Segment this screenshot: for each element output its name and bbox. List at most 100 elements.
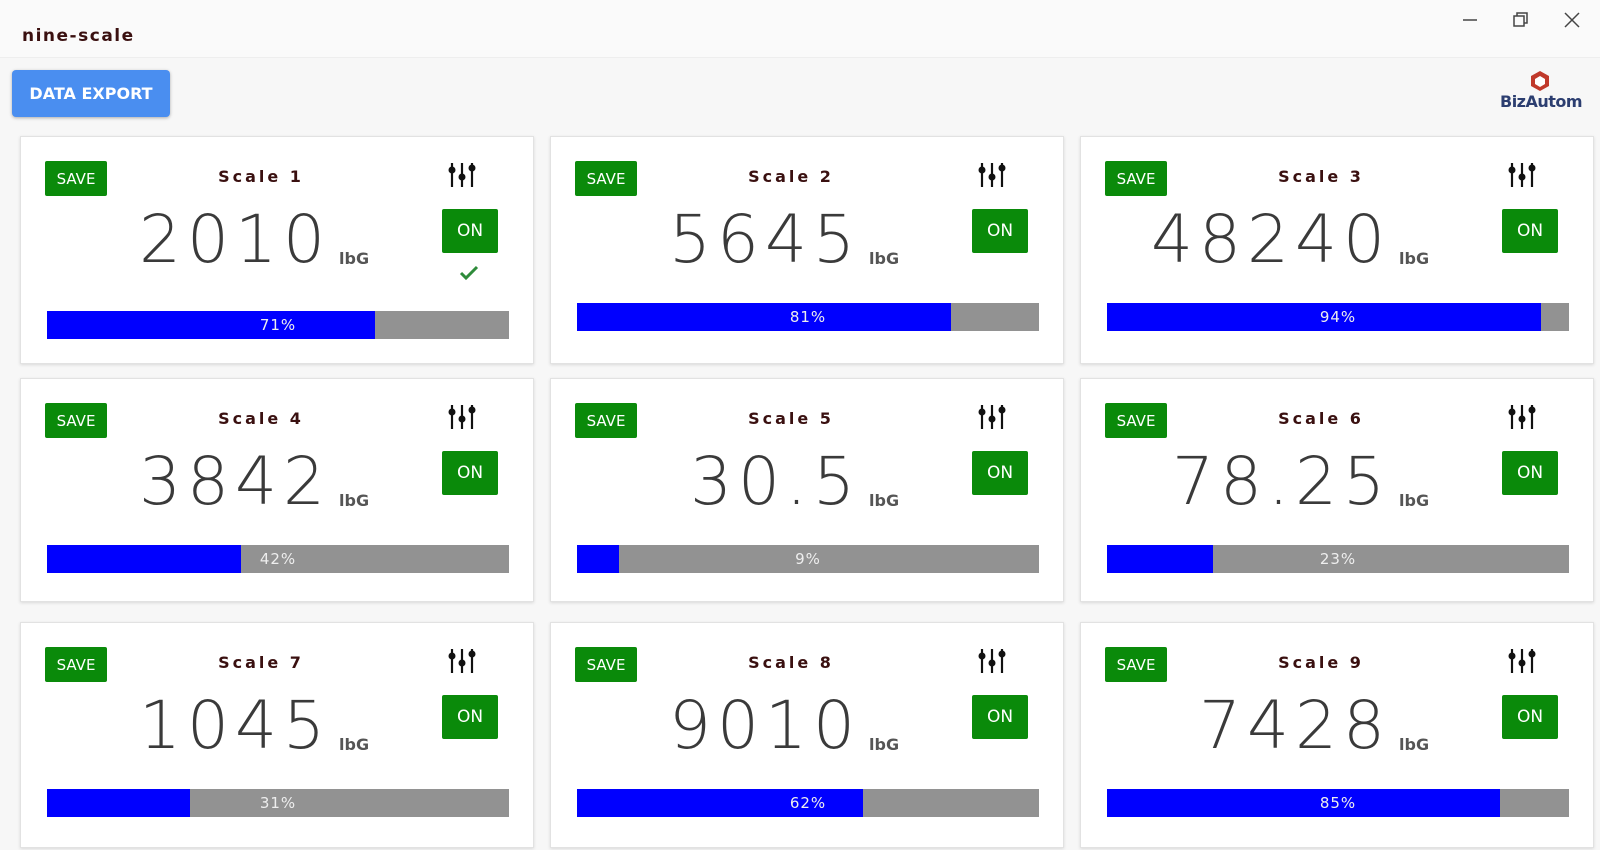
tune-icon[interactable] <box>447 403 477 431</box>
weight-reading: 78.25 <box>1172 443 1391 520</box>
scale-name: Scale 7 <box>218 653 304 672</box>
logo-text: BizAutom <box>1500 92 1583 111</box>
scale-card: SAVE Scale 2 5645 lbG ON 81% <box>550 136 1064 364</box>
power-button[interactable]: ON <box>972 209 1028 253</box>
tune-button[interactable] <box>1507 647 1537 675</box>
scale-card: SAVE Scale 5 30.5 lbG ON 9% <box>550 378 1064 602</box>
save-button[interactable]: SAVE <box>45 403 107 438</box>
weight-reading: 3842 <box>139 443 331 520</box>
tune-icon[interactable] <box>447 647 477 675</box>
power-button[interactable]: ON <box>1502 451 1558 495</box>
window-title: nine-scale <box>22 26 135 46</box>
logo: BizAutom <box>1500 70 1583 120</box>
tune-button[interactable] <box>447 647 477 675</box>
progress-label: 81% <box>789 308 827 326</box>
weight-unit: lbG <box>869 735 900 754</box>
save-button[interactable]: SAVE <box>1105 647 1167 682</box>
progress-bar: 9% <box>577 545 1039 573</box>
check-mark <box>459 265 479 281</box>
power-button[interactable]: ON <box>442 209 498 253</box>
scale-card: SAVE Scale 8 9010 lbG ON 62% <box>550 622 1064 848</box>
scale-card: SAVE Scale 7 1045 lbG ON 31% <box>20 622 534 848</box>
tune-button[interactable] <box>447 403 477 431</box>
tune-icon[interactable] <box>1507 403 1537 431</box>
progress-fill <box>1107 789 1500 817</box>
scale-card: SAVE Scale 6 78.25 lbG ON 23% <box>1080 378 1594 602</box>
progress-bar: 81% <box>577 303 1039 331</box>
progress-label: 85% <box>1319 794 1357 812</box>
power-button[interactable]: ON <box>442 451 498 495</box>
progress-fill <box>47 311 376 339</box>
tune-icon[interactable] <box>1507 161 1537 189</box>
progress-bar: 62% <box>577 789 1039 817</box>
scale-name: Scale 2 <box>748 167 834 186</box>
tune-button[interactable] <box>1507 403 1537 431</box>
scale-name: Scale 8 <box>748 653 834 672</box>
progress-label: 71% <box>259 316 297 334</box>
scale-card: SAVE Scale 4 3842 lbG ON 42% <box>20 378 534 602</box>
progress-label: 62% <box>789 794 827 812</box>
scale-card: SAVE Scale 9 7428 lbG ON 85% <box>1080 622 1594 848</box>
tune-icon[interactable] <box>977 161 1007 189</box>
weight-unit: lbG <box>339 249 370 268</box>
logo-icon <box>1531 71 1549 91</box>
data-export-button[interactable]: DATA EXPORT <box>12 70 170 117</box>
weight-reading: 30.5 <box>690 443 861 520</box>
close-button[interactable] <box>1562 10 1582 30</box>
progress-bar: 42% <box>47 545 509 573</box>
save-button[interactable]: SAVE <box>575 403 637 438</box>
check-icon <box>459 265 479 281</box>
progress-fill <box>47 545 242 573</box>
progress-bar: 94% <box>1107 303 1569 331</box>
weight-unit: lbG <box>869 491 900 510</box>
scale-name: Scale 3 <box>1278 167 1364 186</box>
save-button[interactable]: SAVE <box>575 647 637 682</box>
progress-fill <box>577 545 619 573</box>
weight-unit: lbG <box>1399 491 1430 510</box>
tune-icon[interactable] <box>1507 647 1537 675</box>
weight-reading: 1045 <box>139 687 331 764</box>
power-button[interactable]: ON <box>1502 209 1558 253</box>
progress-label: 31% <box>259 794 297 812</box>
save-button[interactable]: SAVE <box>1105 403 1167 438</box>
weight-unit: lbG <box>869 249 900 268</box>
weight-unit: lbG <box>339 735 370 754</box>
tune-icon[interactable] <box>447 161 477 189</box>
tune-button[interactable] <box>1507 161 1537 189</box>
power-button[interactable]: ON <box>972 451 1028 495</box>
progress-label: 23% <box>1319 550 1357 568</box>
progress-bar: 85% <box>1107 789 1569 817</box>
scale-name: Scale 4 <box>218 409 304 428</box>
save-button[interactable]: SAVE <box>1105 161 1167 196</box>
tune-button[interactable] <box>447 161 477 189</box>
scale-name: Scale 9 <box>1278 653 1364 672</box>
weight-reading: 5645 <box>669 201 861 278</box>
scale-card: SAVE Scale 1 2010 lbG ON 71% <box>20 136 534 364</box>
scale-name: Scale 1 <box>218 167 304 186</box>
restore-button[interactable] <box>1511 10 1531 30</box>
power-button[interactable]: ON <box>442 695 498 739</box>
minimize-button[interactable] <box>1460 10 1480 30</box>
progress-bar: 71% <box>47 311 509 339</box>
progress-bar: 31% <box>47 789 509 817</box>
tune-button[interactable] <box>977 647 1007 675</box>
save-button[interactable]: SAVE <box>45 161 107 196</box>
scale-name: Scale 5 <box>748 409 834 428</box>
tune-button[interactable] <box>977 161 1007 189</box>
progress-fill <box>577 303 952 331</box>
progress-fill <box>1107 545 1214 573</box>
power-button[interactable]: ON <box>1502 695 1558 739</box>
save-button[interactable]: SAVE <box>45 647 107 682</box>
progress-fill <box>47 789 191 817</box>
weight-unit: lbG <box>339 491 370 510</box>
title-bar: nine-scale <box>0 0 1600 58</box>
weight-reading: 9010 <box>669 687 861 764</box>
power-button[interactable]: ON <box>972 695 1028 739</box>
progress-label: 9% <box>795 550 821 568</box>
tune-icon[interactable] <box>977 403 1007 431</box>
save-button[interactable]: SAVE <box>575 161 637 196</box>
tune-button[interactable] <box>977 403 1007 431</box>
weight-reading: 7428 <box>1199 687 1391 764</box>
tune-icon[interactable] <box>977 647 1007 675</box>
scale-name: Scale 6 <box>1278 409 1364 428</box>
